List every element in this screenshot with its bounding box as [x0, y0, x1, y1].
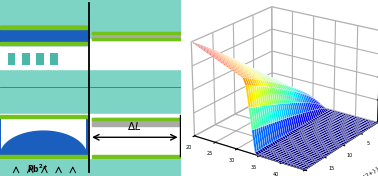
Bar	[0, 115, 87, 118]
Bar	[8, 53, 15, 65]
Bar	[0, 26, 87, 45]
Bar	[50, 53, 58, 65]
Bar	[36, 53, 44, 65]
Bar	[0, 39, 189, 69]
Bar	[0, 114, 189, 158]
Bar	[0, 26, 87, 29]
Bar	[91, 118, 189, 126]
Bar	[22, 53, 29, 65]
Bar	[91, 118, 189, 120]
Bar	[91, 38, 189, 40]
Polygon shape	[0, 117, 87, 157]
Bar	[91, 155, 189, 158]
Bar	[91, 32, 189, 40]
Y-axis label: C_{Pb^{2+}} (mM): C_{Pb^{2+}} (mM)	[344, 157, 378, 176]
Bar	[0, 155, 87, 158]
Bar	[91, 32, 189, 34]
Text: $\mathbf{Pb^{2+}}$: $\mathbf{Pb^{2+}}$	[27, 163, 49, 175]
Text: $\Delta L$: $\Delta L$	[127, 120, 141, 132]
Bar	[0, 42, 87, 45]
